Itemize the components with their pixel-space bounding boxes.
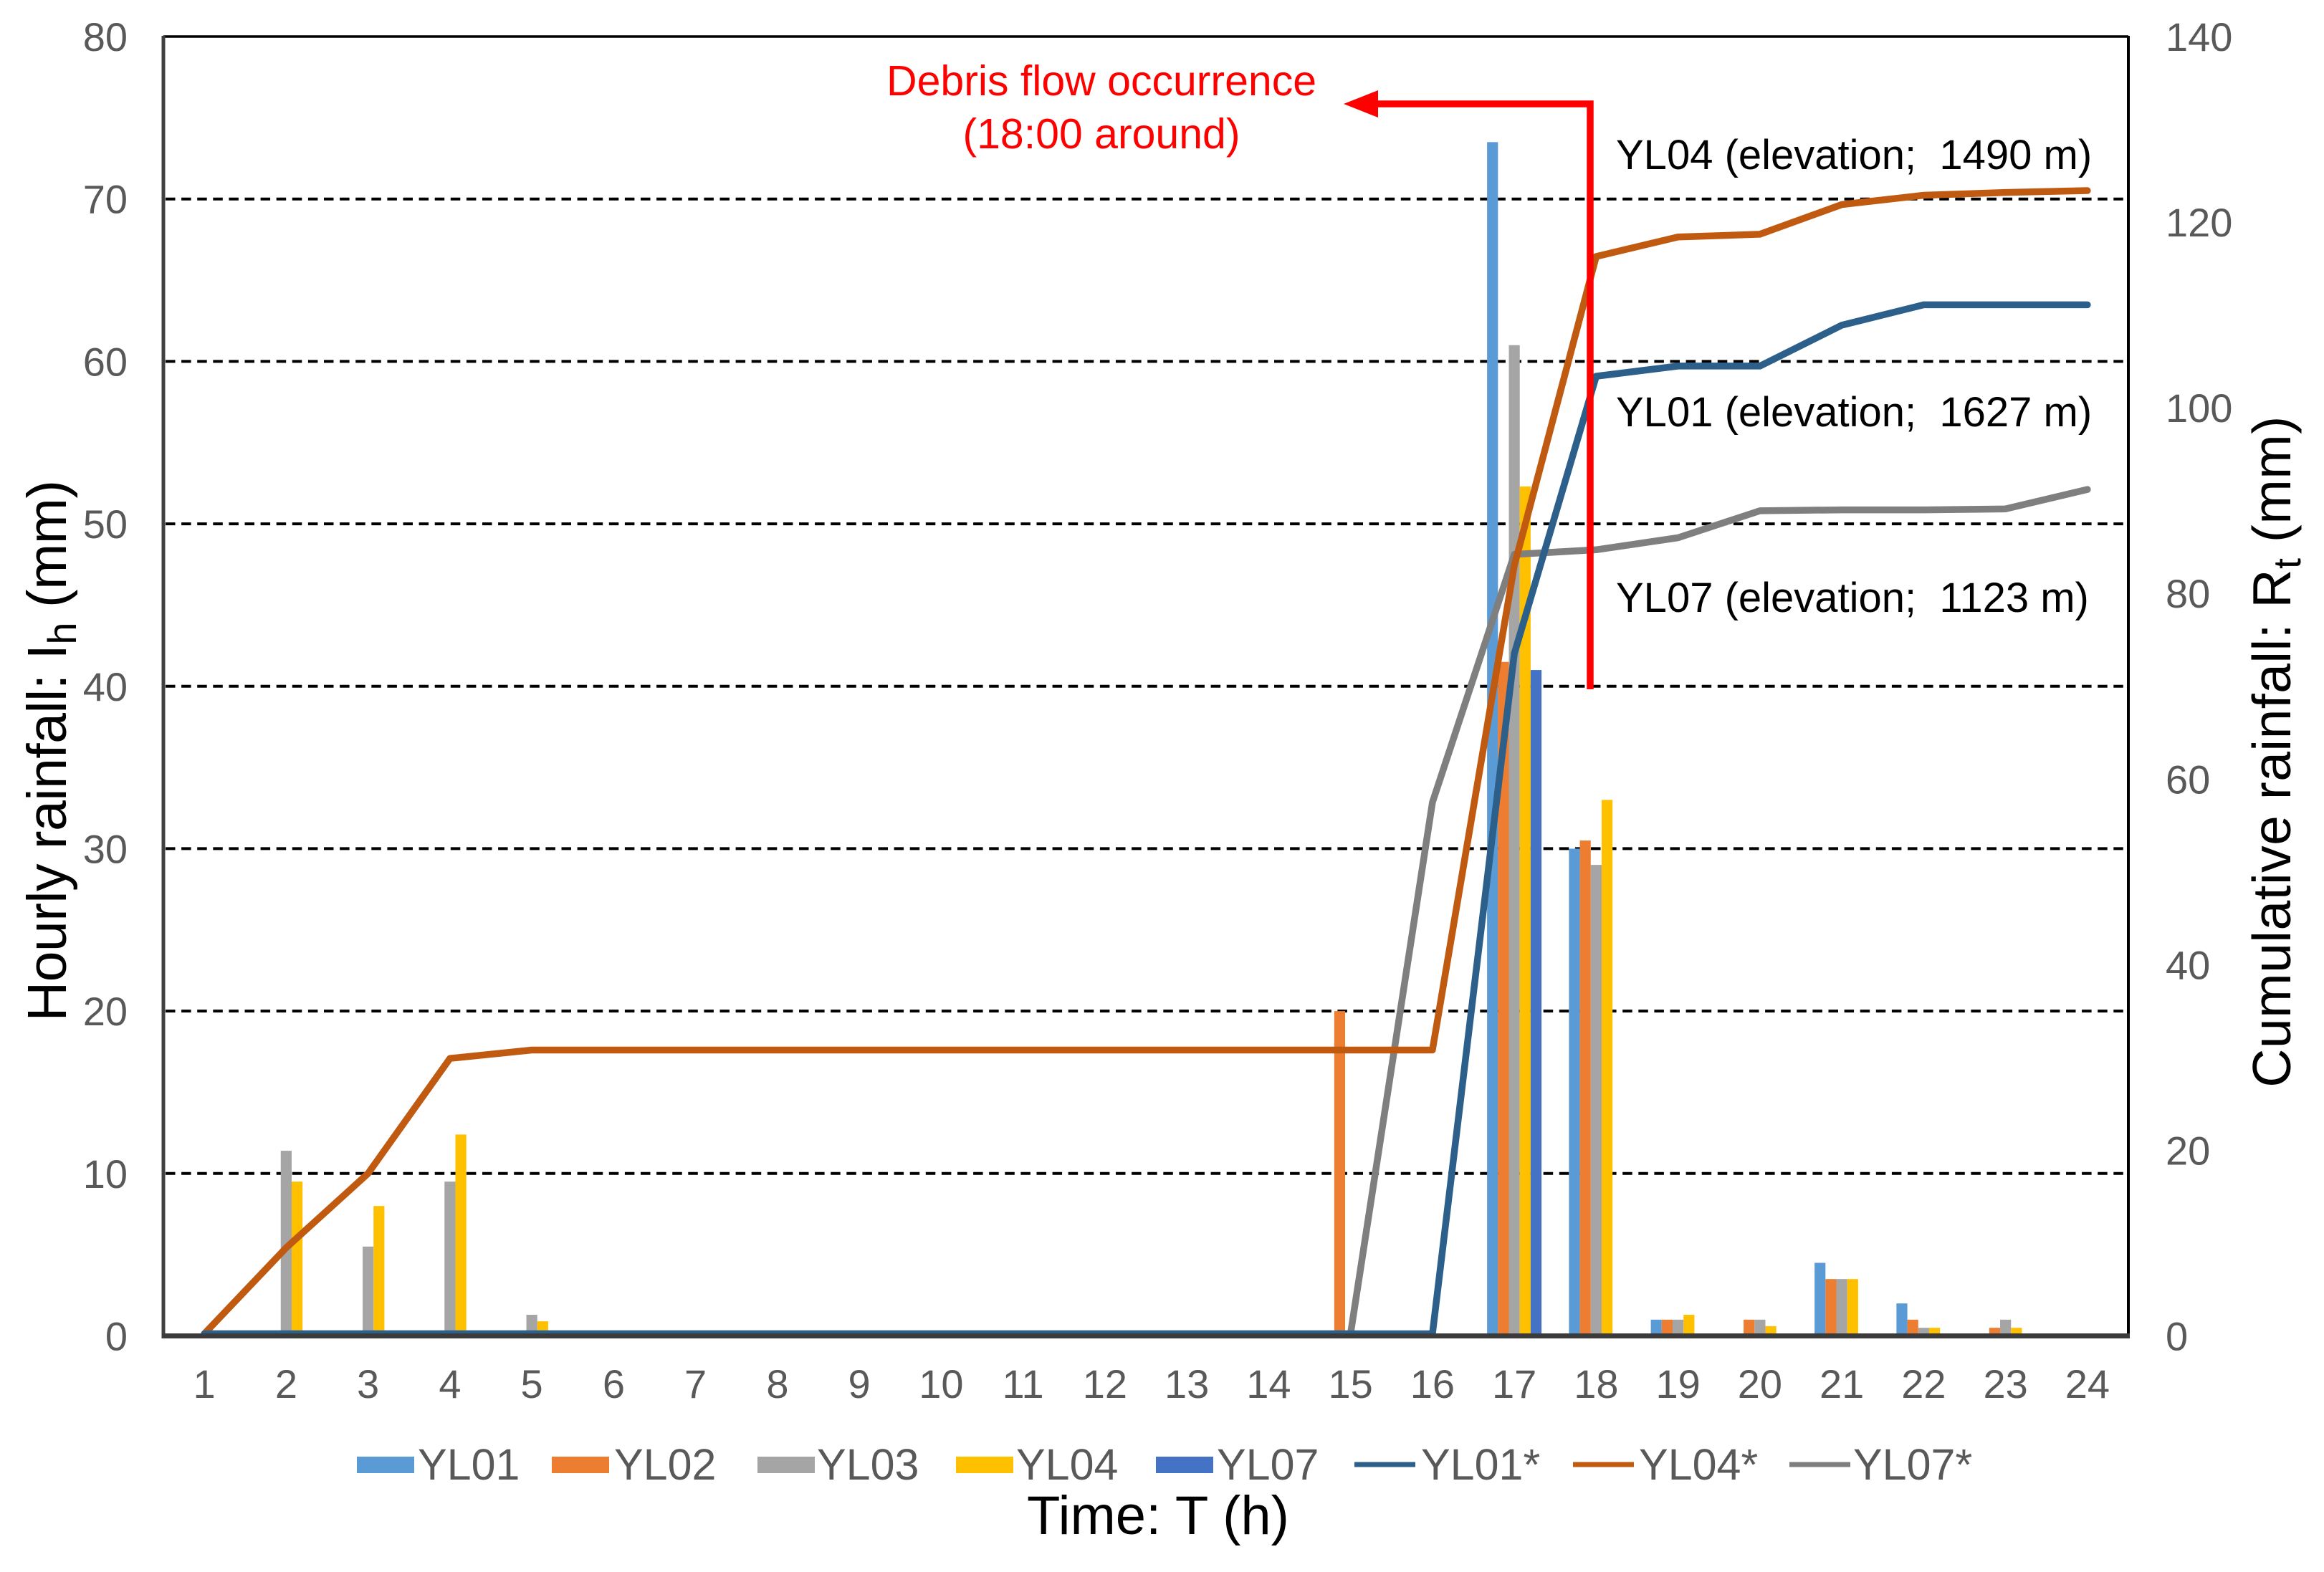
svg-text:30: 30 <box>83 826 128 871</box>
svg-text:10: 10 <box>919 1361 963 1406</box>
svg-text:60: 60 <box>2166 757 2210 802</box>
svg-text:12: 12 <box>1083 1361 1127 1406</box>
svg-text:YL01*: YL01* <box>1421 1440 1540 1489</box>
svg-text:40: 40 <box>83 664 128 709</box>
svg-text:140: 140 <box>2166 14 2232 59</box>
svg-text:4: 4 <box>439 1361 461 1406</box>
svg-text:YL04 (elevation; 1490 m): YL04 (elevation; 1490 m) <box>1616 132 2092 178</box>
svg-text:14: 14 <box>1246 1361 1291 1406</box>
svg-text:(18:00 around): (18:00 around) <box>962 110 1240 158</box>
svg-text:40: 40 <box>2166 942 2210 987</box>
svg-text:Time: T (h): Time: T (h) <box>1027 1485 1289 1546</box>
svg-text:YL01 (elevation; 1627 m): YL01 (elevation; 1627 m) <box>1616 389 2092 436</box>
svg-text:6: 6 <box>603 1361 625 1406</box>
svg-text:3: 3 <box>357 1361 379 1406</box>
svg-text:23: 23 <box>1983 1361 2027 1406</box>
svg-text:YL07*: YL07* <box>1853 1440 1972 1489</box>
svg-text:10: 10 <box>83 1151 128 1197</box>
svg-text:YL02: YL02 <box>614 1440 716 1489</box>
svg-text:5: 5 <box>521 1361 543 1406</box>
svg-text:Hourly rainfall: Ih (mm): Hourly rainfall: Ih (mm) <box>16 480 85 1021</box>
svg-text:2: 2 <box>275 1361 297 1406</box>
svg-text:8: 8 <box>766 1361 788 1406</box>
svg-text:YL04*: YL04* <box>1639 1440 1758 1489</box>
svg-text:YL03: YL03 <box>817 1440 919 1489</box>
svg-text:100: 100 <box>2166 385 2232 431</box>
svg-text:20: 20 <box>2166 1128 2210 1173</box>
svg-text:18: 18 <box>1574 1361 1618 1406</box>
svg-text:17: 17 <box>1492 1361 1536 1406</box>
svg-text:120: 120 <box>2166 200 2232 245</box>
svg-text:7: 7 <box>684 1361 707 1406</box>
svg-text:20: 20 <box>1738 1361 1782 1406</box>
svg-text:0: 0 <box>105 1314 128 1359</box>
svg-text:80: 80 <box>83 14 128 59</box>
svg-text:Cumulative rainfall: Rt (mm): Cumulative rainfall: Rt (mm) <box>2242 416 2309 1088</box>
svg-text:24: 24 <box>2065 1361 2110 1406</box>
svg-text:70: 70 <box>83 177 128 222</box>
svg-text:Debris flow occurrence: Debris flow occurrence <box>886 57 1316 105</box>
svg-text:YL07 (elevation; 1123 m): YL07 (elevation; 1123 m) <box>1616 575 2089 621</box>
svg-text:0: 0 <box>2166 1314 2188 1359</box>
svg-text:80: 80 <box>2166 571 2210 616</box>
svg-text:9: 9 <box>848 1361 871 1406</box>
svg-text:20: 20 <box>83 989 128 1034</box>
svg-text:YL01: YL01 <box>418 1440 520 1489</box>
svg-text:19: 19 <box>1655 1361 1700 1406</box>
svg-text:16: 16 <box>1410 1361 1455 1406</box>
svg-text:YL04: YL04 <box>1016 1440 1118 1489</box>
svg-text:13: 13 <box>1165 1361 1209 1406</box>
svg-text:22: 22 <box>1901 1361 1946 1406</box>
svg-text:YL07: YL07 <box>1217 1440 1319 1489</box>
svg-text:11: 11 <box>1003 1361 1044 1406</box>
svg-text:21: 21 <box>1819 1361 1864 1406</box>
svg-text:15: 15 <box>1328 1361 1372 1406</box>
svg-text:1: 1 <box>193 1361 216 1406</box>
svg-text:50: 50 <box>83 502 128 547</box>
svg-text:60: 60 <box>83 339 128 384</box>
